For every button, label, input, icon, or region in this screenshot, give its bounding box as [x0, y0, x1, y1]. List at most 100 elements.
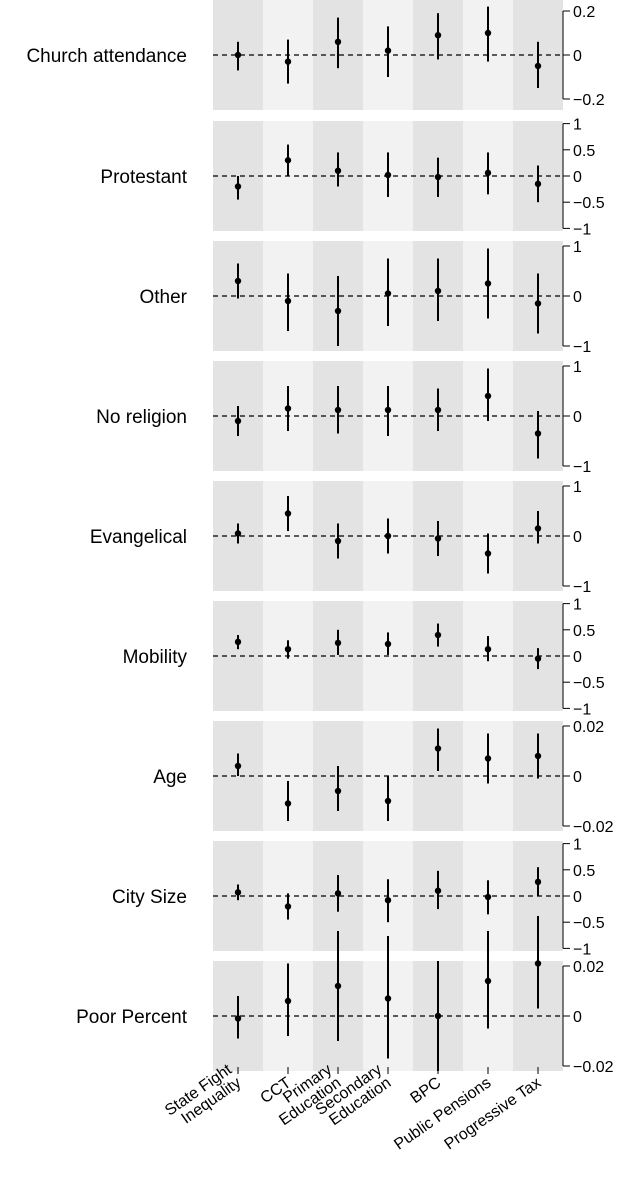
- point-other-progressive-tax: [534, 300, 542, 307]
- point-evangelical-public-pensions: [484, 550, 492, 557]
- tick-label-age-0: −0.02: [573, 819, 614, 836]
- point-evangelical-state-fight-inequality: [234, 530, 242, 537]
- tick-label-city-size-0: −1: [573, 941, 591, 958]
- x-label-state-fight-inequality: State FightInequality: [162, 1061, 245, 1133]
- point-poor-percent-cct: [284, 997, 292, 1005]
- point-mobility-public-pensions: [484, 645, 492, 653]
- point-poor-percent-state-fight-inequality: [234, 1015, 242, 1022]
- point-age-secondary-education: [384, 797, 392, 805]
- point-church-attendance-primary-education: [334, 38, 342, 45]
- point-no-religion-public-pensions: [484, 392, 492, 400]
- tick-label-city-size-3: 0.5: [573, 863, 595, 880]
- panel-other: Other −1 0 1: [139, 239, 591, 356]
- tick-label-evangelical-0: −1: [573, 579, 591, 596]
- point-other-secondary-education: [384, 290, 392, 297]
- tick-label-mobility-3: 0.5: [573, 623, 595, 640]
- point-protestant-public-pensions: [484, 169, 492, 177]
- point-city-size-public-pensions: [484, 893, 492, 901]
- tick-label-poor-percent-0: −0.02: [573, 1059, 614, 1076]
- tick-label-evangelical-2: 1: [573, 479, 582, 496]
- point-poor-percent-secondary-education: [384, 995, 392, 1002]
- point-other-primary-education: [334, 307, 342, 315]
- tick-label-no-religion-0: −1: [573, 459, 591, 476]
- point-city-size-secondary-education: [384, 896, 392, 904]
- tick-label-mobility-0: −1: [573, 701, 591, 718]
- tick-label-age-2: 0.02: [573, 719, 604, 736]
- point-poor-percent-bpc: [434, 1012, 442, 1020]
- point-evangelical-cct: [284, 510, 292, 517]
- point-city-size-bpc: [434, 887, 442, 894]
- row-label-church-attendance: Church attendance: [26, 46, 187, 67]
- point-city-size-primary-education: [334, 890, 342, 897]
- tick-label-no-religion-2: 1: [573, 359, 582, 376]
- tick-label-mobility-1: −0.5: [573, 675, 605, 692]
- panel-no-religion: No religion −1 0 1: [96, 359, 591, 476]
- point-no-religion-bpc: [434, 406, 442, 414]
- tick-label-protestant-4: 1: [573, 117, 582, 134]
- point-protestant-state-fight-inequality: [234, 183, 242, 190]
- row-label-no-religion: No religion: [96, 407, 187, 428]
- point-evangelical-progressive-tax: [534, 525, 542, 532]
- point-protestant-secondary-education: [384, 171, 392, 179]
- right-axis-evangelical: −1 0 1: [562, 479, 591, 596]
- point-no-religion-progressive-tax: [534, 430, 542, 437]
- tick-label-mobility-4: 1: [573, 597, 582, 614]
- point-age-bpc: [434, 745, 442, 752]
- tick-label-protestant-2: 0: [573, 169, 582, 186]
- point-no-religion-primary-education: [334, 406, 342, 414]
- point-city-size-progressive-tax: [534, 878, 542, 886]
- point-protestant-progressive-tax: [534, 180, 542, 188]
- row-label-city-size: City Size: [112, 887, 187, 908]
- panel-protestant: Protestant −1 −0.5 0 0.5 1: [100, 117, 604, 239]
- right-axis-other: −1 0 1: [562, 239, 591, 356]
- band-mobility-1: [213, 601, 263, 711]
- band-mobility-3: [313, 601, 363, 711]
- point-church-attendance-secondary-education: [384, 47, 392, 54]
- point-poor-percent-primary-education: [334, 982, 342, 990]
- row-label-age: Age: [153, 767, 187, 788]
- row-label-other: Other: [139, 287, 187, 308]
- row-label-mobility: Mobility: [123, 647, 188, 668]
- panel-poor-percent: Poor Percent −0.02 0 0.02: [76, 916, 614, 1076]
- panel-city-size: City Size −1 −0.5 0 0.5 1: [112, 837, 605, 959]
- point-age-primary-education: [334, 787, 342, 795]
- tick-label-mobility-2: 0: [573, 649, 582, 666]
- tick-label-protestant-1: −0.5: [573, 195, 605, 212]
- point-church-attendance-public-pensions: [484, 29, 492, 37]
- right-axis-church-attendance: −0.2 0 0.2: [562, 4, 605, 109]
- tick-label-other-0: −1: [573, 339, 591, 356]
- point-protestant-cct: [284, 157, 292, 164]
- row-label-evangelical: Evangelical: [90, 527, 187, 548]
- point-evangelical-bpc: [434, 535, 442, 542]
- tick-label-poor-percent-2: 0.02: [573, 959, 604, 976]
- tick-label-church-attendance-0: −0.2: [573, 92, 605, 109]
- tick-label-city-size-1: −0.5: [573, 915, 605, 932]
- panel-age: Age −0.02 0 0.02: [153, 719, 613, 836]
- tick-label-other-1: 0: [573, 289, 582, 306]
- point-church-attendance-state-fight-inequality: [234, 51, 242, 59]
- point-age-state-fight-inequality: [234, 762, 242, 770]
- right-axis-no-religion: −1 0 1: [562, 359, 591, 476]
- tick-label-church-attendance-2: 0.2: [573, 4, 595, 21]
- point-age-progressive-tax: [534, 752, 542, 760]
- tick-label-protestant-0: −1: [573, 221, 591, 238]
- point-city-size-cct: [284, 903, 292, 910]
- row-label-protestant: Protestant: [100, 167, 187, 188]
- x-label-bpc: BPC: [408, 1074, 445, 1107]
- right-axis-age: −0.02 0 0.02: [562, 719, 614, 836]
- panel-church-attendance: Church attendance −0.2 0 0.2: [26, 0, 605, 110]
- point-no-religion-secondary-education: [384, 406, 392, 414]
- tick-label-other-2: 1: [573, 239, 582, 256]
- point-poor-percent-progressive-tax: [534, 960, 542, 967]
- point-church-attendance-bpc: [434, 32, 442, 39]
- point-city-size-state-fight-inequality: [234, 889, 242, 896]
- point-mobility-cct: [284, 645, 292, 653]
- point-church-attendance-progressive-tax: [534, 62, 542, 70]
- tick-label-poor-percent-1: 0: [573, 1009, 582, 1026]
- point-protestant-primary-education: [334, 167, 342, 174]
- tick-label-no-religion-1: 0: [573, 409, 582, 426]
- point-other-state-fight-inequality: [234, 277, 242, 285]
- point-other-cct: [284, 297, 292, 305]
- panel-evangelical: Evangelical −1 0 1: [90, 479, 592, 596]
- x-axis-labels: State FightInequality CCTPrimaryEducation…: [162, 1061, 544, 1154]
